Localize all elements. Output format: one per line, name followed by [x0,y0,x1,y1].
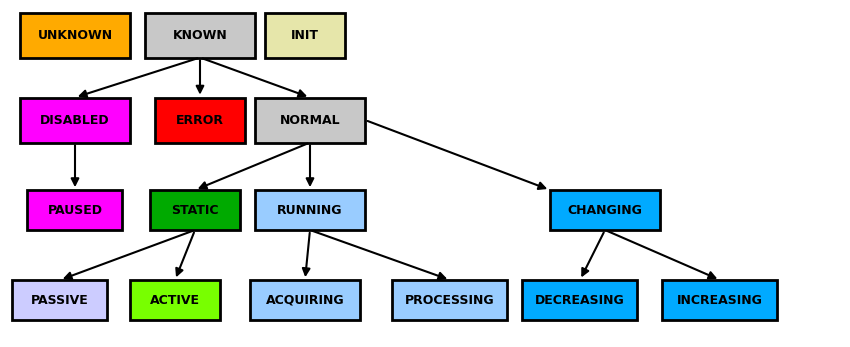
Text: ACQUIRING: ACQUIRING [266,294,344,306]
Text: DISABLED: DISABLED [40,113,110,127]
Text: STATIC: STATIC [171,203,218,217]
Text: UNKNOWN: UNKNOWN [37,28,112,42]
Text: ERROR: ERROR [176,113,224,127]
FancyBboxPatch shape [155,98,245,143]
FancyBboxPatch shape [20,12,130,58]
FancyBboxPatch shape [13,280,107,320]
Text: NORMAL: NORMAL [280,113,340,127]
FancyBboxPatch shape [150,190,240,230]
Text: ACTIVE: ACTIVE [150,294,200,306]
Text: CHANGING: CHANGING [568,203,643,217]
FancyBboxPatch shape [550,190,660,230]
FancyBboxPatch shape [20,98,130,143]
FancyBboxPatch shape [265,12,345,58]
FancyBboxPatch shape [145,12,255,58]
Text: DECREASING: DECREASING [536,294,625,306]
Text: KNOWN: KNOWN [173,28,227,42]
Text: PROCESSING: PROCESSING [405,294,495,306]
FancyBboxPatch shape [250,280,360,320]
FancyBboxPatch shape [130,280,220,320]
FancyBboxPatch shape [255,190,365,230]
FancyBboxPatch shape [27,190,122,230]
FancyBboxPatch shape [662,280,778,320]
FancyBboxPatch shape [255,98,365,143]
FancyBboxPatch shape [393,280,507,320]
Text: INIT: INIT [291,28,319,42]
FancyBboxPatch shape [523,280,638,320]
Text: INCREASING: INCREASING [677,294,763,306]
Text: PASSIVE: PASSIVE [31,294,89,306]
Text: PAUSED: PAUSED [48,203,103,217]
Text: RUNNING: RUNNING [277,203,343,217]
